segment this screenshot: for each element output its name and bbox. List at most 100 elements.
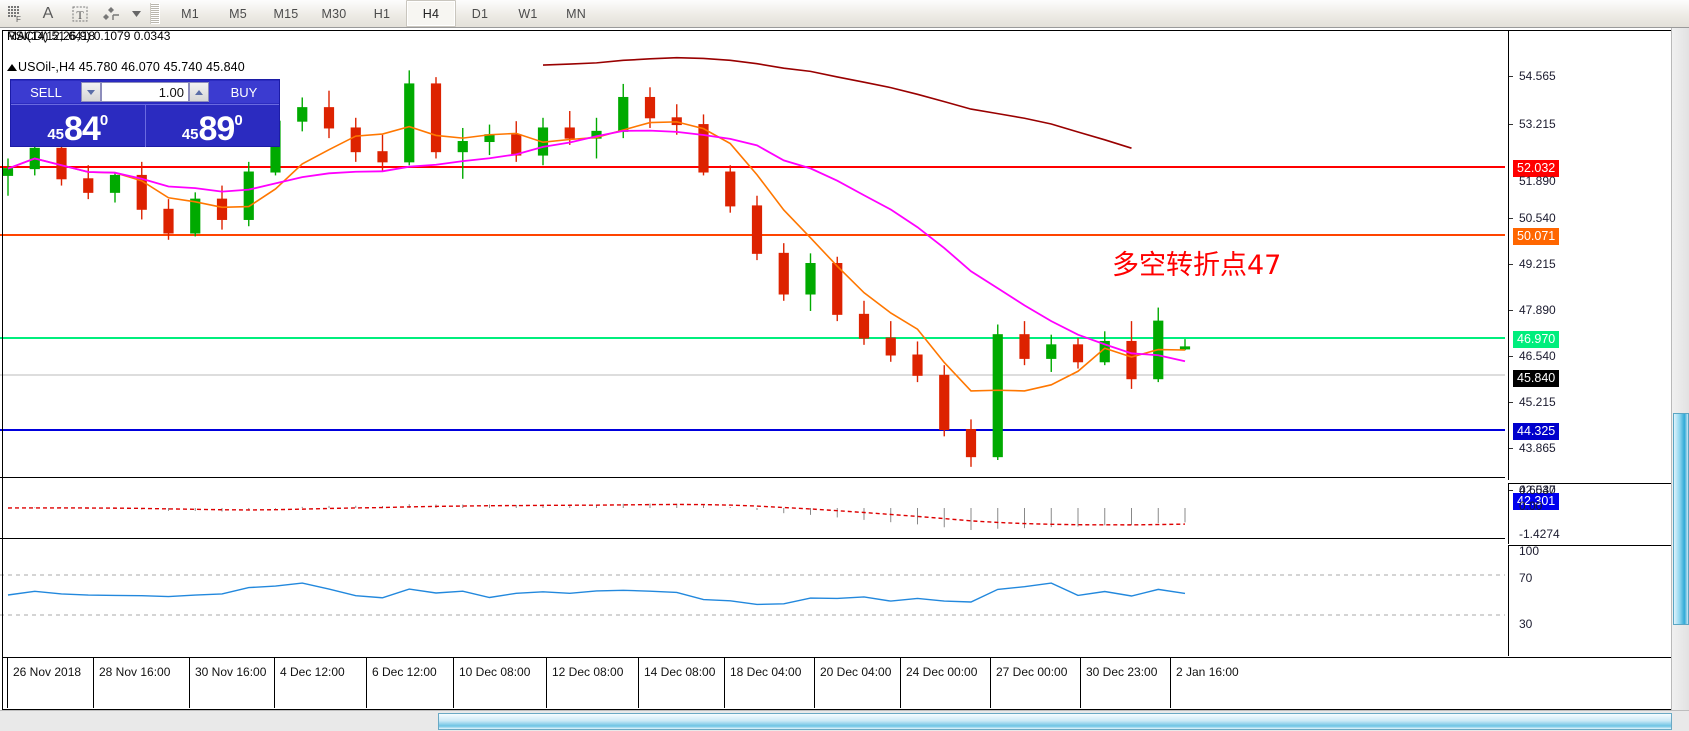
buy-price-prefix: 45 xyxy=(181,126,199,143)
price-tick-label: 49.215 xyxy=(1519,257,1556,271)
shapes-icon[interactable] xyxy=(96,1,128,26)
timeframe-m30[interactable]: M30 xyxy=(321,6,347,21)
time-tick-label: 28 Nov 16:00 xyxy=(99,665,171,679)
time-tick-label: 2 Jan 16:00 xyxy=(1176,665,1239,679)
time-tick-mark xyxy=(814,658,815,708)
price-tick-label: 54.565 xyxy=(1519,69,1556,83)
price-tick-mark xyxy=(1509,490,1513,491)
timeframe-m1[interactable]: M1 xyxy=(181,6,199,21)
timeframe-h4[interactable]: H4 xyxy=(406,0,456,27)
macd-chart-svg xyxy=(7,503,1186,530)
timeframe-m5[interactable]: M5 xyxy=(229,6,247,21)
timeframe-d1[interactable]: D1 xyxy=(471,6,489,21)
main-toolbar: F A T M1 M5 M15 M30 H1 H4 D1 W1 MN xyxy=(0,0,1689,28)
price-level-badge[interactable]: 46.970 xyxy=(1513,331,1560,348)
rsi-tick-label: 70 xyxy=(1519,571,1533,585)
rsi-tick-label: 30 xyxy=(1519,617,1533,631)
horizontal-scrollbar-thumb[interactable] xyxy=(438,713,1672,730)
time-tick-label: 24 Dec 00:00 xyxy=(906,665,978,679)
one-click-trade-panel[interactable]: SELL 1.00 BUY 45 84 0 45 89 0 xyxy=(10,79,280,147)
time-tick-label: 30 Dec 23:00 xyxy=(1086,665,1158,679)
text-box-icon[interactable]: T xyxy=(64,1,96,26)
buy-button[interactable]: BUY xyxy=(209,81,279,103)
price-level-badge[interactable]: 44.325 xyxy=(1513,423,1560,440)
time-tick-label: 10 Dec 08:00 xyxy=(459,665,531,679)
price-tick-mark xyxy=(1509,310,1513,311)
time-tick-mark xyxy=(366,658,367,708)
sell-button[interactable]: SELL xyxy=(11,81,81,103)
macd-axis[interactable]: 0.6037 0.00 -1.4274 xyxy=(1508,483,1685,544)
timeframe-w1[interactable]: W1 xyxy=(518,6,538,21)
price-level-badge[interactable]: 42.301 xyxy=(1513,493,1560,510)
price-chart-svg xyxy=(0,56,1505,500)
sell-price-prefix: 45 xyxy=(47,126,64,143)
sell-price-quote[interactable]: 45 84 0 xyxy=(11,105,146,147)
buy-price-main: 89 xyxy=(198,110,236,148)
price-axis[interactable]: 54.565 53.215 50.540 49.215 47.890 46.540 45.2… xyxy=(1508,31,1685,510)
trade-panel-prices: 45 84 0 45 89 0 xyxy=(11,104,279,147)
horizontal-scrollbar[interactable] xyxy=(0,710,1689,731)
rsi-pane[interactable]: RSI(14) 51.6418 xyxy=(0,29,1505,649)
price-tick-mark xyxy=(1509,76,1513,77)
time-tick-label: 20 Dec 04:00 xyxy=(820,665,892,679)
price-tick-label: 50.540 xyxy=(1519,211,1556,225)
chart-window: USOil-,H4 45.780 46.070 45.740 45.840 多空… xyxy=(0,27,1689,710)
buy-price-fraction: 0 xyxy=(234,112,243,129)
time-tick-mark xyxy=(7,658,8,708)
price-tick-mark xyxy=(1509,402,1513,403)
volume-input[interactable]: 1.00 xyxy=(101,82,189,102)
time-tick-label: 14 Dec 08:00 xyxy=(644,665,716,679)
chart-symbol-label: USOil-,H4 45.780 46.070 45.740 45.840 xyxy=(18,60,245,74)
volume-decrease-button[interactable] xyxy=(81,82,101,102)
price-pane[interactable]: 多空转折点47 xyxy=(0,28,1505,500)
time-tick-label: 6 Dec 12:00 xyxy=(372,665,437,679)
time-tick-mark xyxy=(453,658,454,708)
macd-tick-label: 0.6037 xyxy=(1519,483,1556,497)
price-tick-mark xyxy=(1509,124,1513,125)
macd-label: MACD(12,26,9) 0.1079 0.0343 xyxy=(7,29,171,43)
time-tick-mark xyxy=(93,658,94,708)
time-axis[interactable]: 26 Nov 2018 28 Nov 16:00 30 Nov 16:00 4 Dec… xyxy=(3,657,1684,708)
time-tick-mark xyxy=(900,658,901,708)
timeframe-h1[interactable]: H1 xyxy=(373,6,391,21)
vertical-scrollbar[interactable] xyxy=(1671,28,1689,711)
price-tick-label: 46.540 xyxy=(1519,349,1556,363)
shapes-dropdown-icon[interactable] xyxy=(128,1,144,26)
price-level-badge[interactable]: 52.032 xyxy=(1513,160,1560,177)
time-tick-mark xyxy=(274,658,275,708)
timeframe-m15[interactable]: M15 xyxy=(273,6,299,21)
vertical-scrollbar-thumb[interactable] xyxy=(1673,413,1689,625)
svg-text:T: T xyxy=(76,8,84,22)
price-tick-mark xyxy=(1509,356,1513,357)
price-tick-label: 47.890 xyxy=(1519,303,1556,317)
macd-pane[interactable]: MACD(12,26,9) 0.1079 0.0343 xyxy=(0,29,1505,538)
price-tick-mark xyxy=(1509,264,1513,265)
sell-price-main: 84 xyxy=(64,110,101,148)
time-tick-mark xyxy=(990,658,991,708)
price-level-badge[interactable]: 45.840 xyxy=(1513,370,1560,387)
time-tick-label: 12 Dec 08:00 xyxy=(552,665,624,679)
time-tick-mark xyxy=(724,658,725,708)
volume-increase-button[interactable] xyxy=(189,82,209,102)
time-tick-label: 18 Dec 04:00 xyxy=(730,665,802,679)
buy-price-quote[interactable]: 45 89 0 xyxy=(146,105,280,147)
trade-panel-top-row: SELL 1.00 BUY xyxy=(11,80,279,104)
price-tick-label: 43.865 xyxy=(1519,441,1556,455)
time-tick-label: 4 Dec 12:00 xyxy=(280,665,345,679)
time-tick-mark xyxy=(1080,658,1081,708)
rsi-label: RSI(14) 51.6418 xyxy=(7,29,96,43)
svg-text:F: F xyxy=(16,15,21,23)
crosshair-grid-icon[interactable]: F xyxy=(0,1,32,26)
time-tick-mark xyxy=(546,658,547,708)
price-tick-label: 51.890 xyxy=(1519,174,1556,188)
chart-symbol-marker-icon xyxy=(7,64,17,71)
price-level-badge[interactable]: 50.071 xyxy=(1513,228,1560,245)
price-tick-mark xyxy=(1509,448,1513,449)
time-tick-mark xyxy=(1170,658,1171,708)
text-label-icon[interactable]: A xyxy=(42,4,54,22)
timeframe-mn[interactable]: MN xyxy=(566,6,586,21)
time-tick-mark xyxy=(189,658,190,708)
caret-up-icon xyxy=(195,89,203,95)
caret-down-icon xyxy=(87,89,95,95)
rsi-axis[interactable]: 100 70 30 xyxy=(1508,544,1685,656)
